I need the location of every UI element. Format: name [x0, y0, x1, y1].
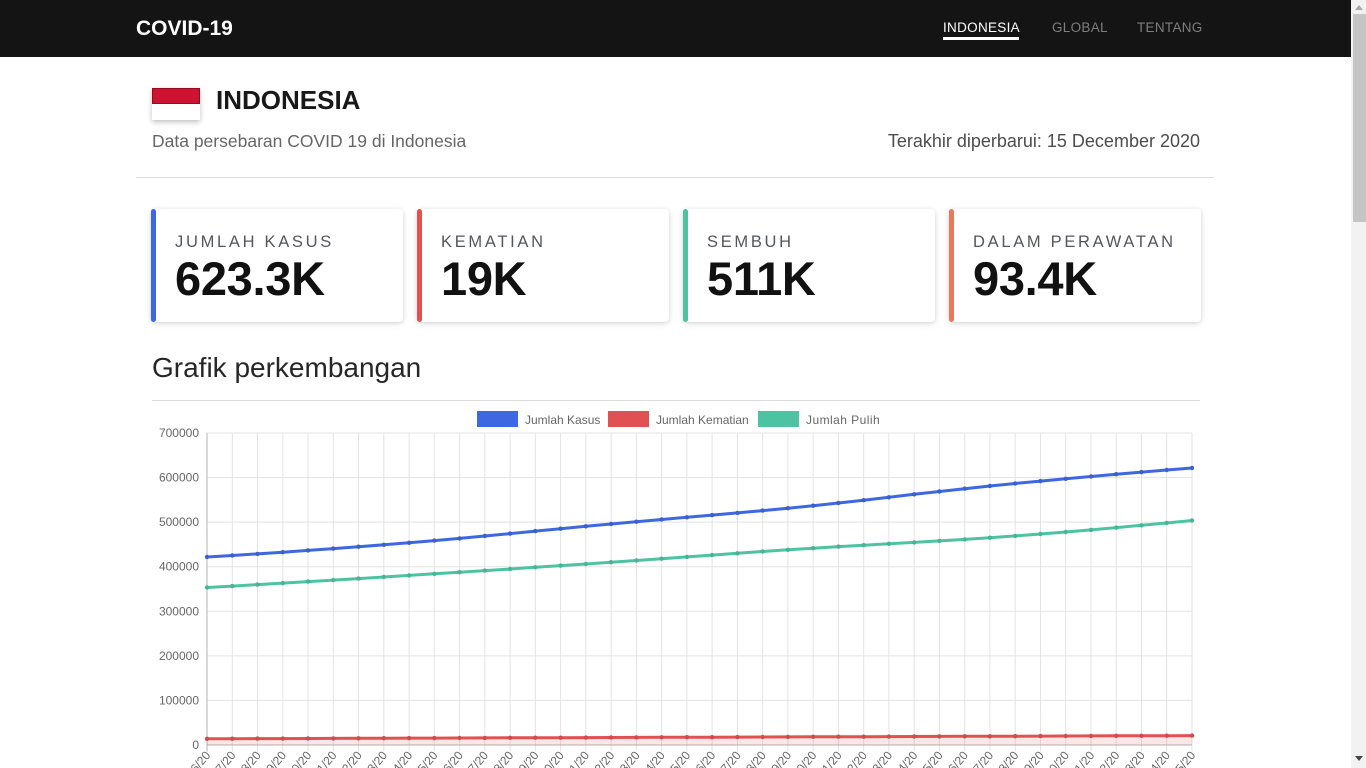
- svg-text:0: 0: [192, 738, 199, 752]
- svg-text:100000: 100000: [159, 693, 199, 707]
- svg-text:700000: 700000: [159, 426, 199, 440]
- svg-text:500000: 500000: [159, 515, 199, 529]
- svg-text:400000: 400000: [159, 560, 199, 574]
- svg-text:300000: 300000: [159, 604, 199, 618]
- svg-text:200000: 200000: [159, 649, 199, 663]
- svg-text:600000: 600000: [159, 471, 199, 485]
